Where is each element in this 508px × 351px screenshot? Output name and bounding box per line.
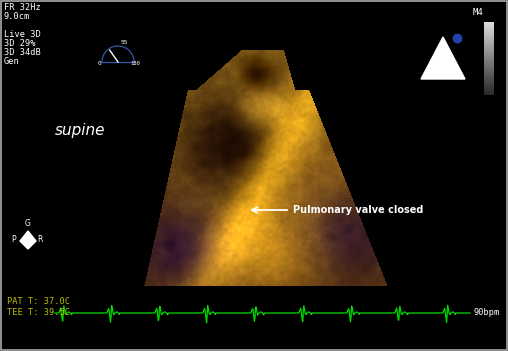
Text: 9.0cm: 9.0cm [4,12,30,21]
Text: TEE T: 39.5C: TEE T: 39.5C [7,308,70,317]
Text: M4: M4 [472,8,484,17]
Text: 90bpm: 90bpm [474,308,500,317]
Text: 55: 55 [121,40,129,45]
Text: Live 3D: Live 3D [4,30,41,39]
Text: 3D 29%: 3D 29% [4,39,36,48]
Text: supine: supine [55,123,106,138]
Text: P: P [12,235,16,244]
Text: Pulmonary valve closed: Pulmonary valve closed [293,205,423,215]
Text: R: R [37,235,43,244]
Text: 0: 0 [98,61,102,66]
Text: PAT T: 37.0C: PAT T: 37.0C [7,297,70,306]
Text: Gen: Gen [4,57,20,66]
Text: G: G [25,219,31,228]
Text: FR 32Hz: FR 32Hz [4,3,41,12]
Bar [1,294,507,349]
Text: 180: 180 [130,61,140,66]
Text: 3D 34dB: 3D 34dB [4,48,41,57]
Polygon shape [421,37,465,79]
Polygon shape [20,231,36,249]
